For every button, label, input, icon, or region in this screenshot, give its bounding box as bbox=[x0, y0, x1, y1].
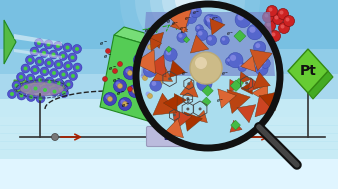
Circle shape bbox=[51, 53, 55, 57]
Circle shape bbox=[228, 53, 243, 68]
Circle shape bbox=[181, 19, 185, 23]
Circle shape bbox=[75, 66, 79, 70]
Circle shape bbox=[40, 67, 49, 76]
Polygon shape bbox=[195, 59, 201, 65]
Circle shape bbox=[186, 97, 189, 100]
Circle shape bbox=[7, 90, 17, 98]
Circle shape bbox=[12, 81, 21, 90]
Circle shape bbox=[280, 11, 284, 15]
Circle shape bbox=[144, 90, 156, 102]
Circle shape bbox=[220, 36, 229, 45]
Circle shape bbox=[43, 88, 47, 92]
Polygon shape bbox=[250, 50, 272, 71]
Circle shape bbox=[122, 101, 127, 106]
Circle shape bbox=[64, 61, 72, 70]
Circle shape bbox=[125, 68, 130, 74]
Circle shape bbox=[208, 36, 212, 41]
Polygon shape bbox=[152, 64, 173, 81]
Circle shape bbox=[192, 8, 196, 12]
Circle shape bbox=[118, 61, 122, 67]
Text: Pt: Pt bbox=[299, 64, 316, 78]
Circle shape bbox=[162, 0, 218, 28]
Circle shape bbox=[239, 64, 243, 68]
Circle shape bbox=[105, 94, 111, 99]
Circle shape bbox=[113, 68, 118, 74]
Circle shape bbox=[190, 6, 201, 18]
Circle shape bbox=[269, 30, 281, 42]
Circle shape bbox=[58, 51, 68, 60]
Polygon shape bbox=[0, 117, 338, 189]
Text: $e^-$: $e^-$ bbox=[221, 70, 229, 78]
Polygon shape bbox=[230, 120, 242, 132]
Circle shape bbox=[54, 60, 63, 69]
Circle shape bbox=[255, 63, 268, 75]
Circle shape bbox=[138, 57, 143, 63]
Circle shape bbox=[141, 74, 145, 78]
Text: $e^-$: $e^-$ bbox=[211, 15, 219, 23]
Circle shape bbox=[136, 56, 141, 60]
Polygon shape bbox=[170, 14, 187, 32]
Circle shape bbox=[116, 81, 121, 87]
Circle shape bbox=[230, 55, 236, 61]
Circle shape bbox=[152, 99, 160, 107]
Circle shape bbox=[64, 80, 73, 89]
Polygon shape bbox=[241, 82, 252, 94]
Circle shape bbox=[130, 87, 136, 91]
Circle shape bbox=[227, 58, 230, 62]
Circle shape bbox=[152, 81, 156, 86]
Circle shape bbox=[15, 84, 19, 88]
Circle shape bbox=[145, 91, 150, 97]
Circle shape bbox=[43, 70, 47, 74]
Circle shape bbox=[207, 15, 222, 30]
Circle shape bbox=[254, 41, 266, 54]
Circle shape bbox=[61, 54, 65, 58]
Polygon shape bbox=[0, 0, 338, 74]
Circle shape bbox=[152, 63, 158, 67]
Circle shape bbox=[17, 91, 26, 100]
Circle shape bbox=[186, 108, 189, 111]
Polygon shape bbox=[288, 49, 328, 93]
Polygon shape bbox=[153, 93, 177, 115]
Circle shape bbox=[135, 0, 245, 55]
Polygon shape bbox=[248, 78, 262, 92]
Circle shape bbox=[198, 31, 202, 36]
Circle shape bbox=[277, 9, 289, 19]
Text: $e^-$: $e^-$ bbox=[116, 90, 124, 98]
Circle shape bbox=[265, 20, 275, 32]
Circle shape bbox=[180, 18, 189, 27]
Circle shape bbox=[195, 57, 207, 69]
Circle shape bbox=[57, 81, 61, 85]
Polygon shape bbox=[227, 90, 250, 114]
Circle shape bbox=[127, 70, 132, 75]
Circle shape bbox=[45, 77, 54, 86]
Polygon shape bbox=[0, 0, 338, 49]
Polygon shape bbox=[14, 34, 62, 46]
Circle shape bbox=[38, 78, 42, 82]
Text: $e^-$: $e^-$ bbox=[150, 23, 160, 31]
Circle shape bbox=[196, 29, 208, 41]
Circle shape bbox=[66, 64, 70, 68]
Circle shape bbox=[71, 74, 75, 78]
Circle shape bbox=[35, 57, 44, 66]
Circle shape bbox=[51, 133, 58, 140]
Circle shape bbox=[173, 113, 176, 116]
Circle shape bbox=[29, 95, 33, 99]
Polygon shape bbox=[172, 109, 192, 130]
Circle shape bbox=[128, 84, 142, 98]
Circle shape bbox=[187, 14, 191, 18]
Circle shape bbox=[148, 59, 162, 71]
Circle shape bbox=[147, 94, 152, 98]
Circle shape bbox=[67, 83, 71, 87]
Circle shape bbox=[47, 61, 51, 65]
Circle shape bbox=[147, 44, 152, 50]
Circle shape bbox=[41, 85, 49, 94]
Circle shape bbox=[20, 94, 24, 98]
Text: $e^-$: $e^-$ bbox=[159, 20, 167, 28]
Circle shape bbox=[279, 22, 290, 33]
Text: $e^-$: $e^-$ bbox=[112, 77, 120, 85]
Text: $e^-$: $e^-$ bbox=[102, 53, 112, 61]
Circle shape bbox=[274, 15, 279, 19]
Polygon shape bbox=[231, 120, 240, 130]
Circle shape bbox=[31, 84, 40, 93]
